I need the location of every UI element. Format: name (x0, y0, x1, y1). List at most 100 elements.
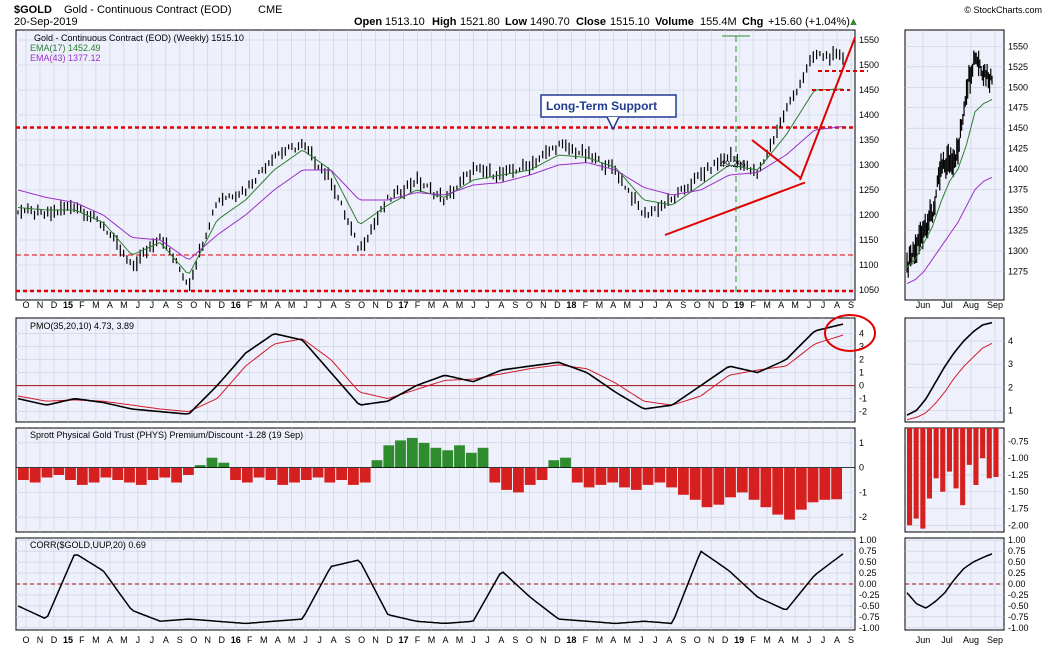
time-axis-label: M (596, 635, 604, 645)
phys-premium-bar (465, 452, 477, 468)
phys-premium-bar (501, 467, 512, 490)
time-axis-label: M (120, 300, 128, 310)
time-axis-label: S (680, 300, 686, 310)
time-axis-label: M (624, 635, 632, 645)
pmo-panel: -2 -1 0 1 2 3 4 (15, 314, 876, 423)
close-value: 1515.10 (610, 16, 650, 28)
phys-premium-bar (619, 467, 630, 488)
time-axis-label: F (247, 635, 253, 645)
time-axis-label: J (317, 635, 322, 645)
time-axis-label: O (22, 635, 29, 645)
time-axis-label: N (708, 300, 715, 310)
y-tick-label: 1 (859, 368, 864, 378)
phys-premium-bar (548, 460, 560, 468)
time-axis-label: J (485, 300, 490, 310)
chart-date: 20-Sep-2019 (14, 16, 78, 28)
y-tick-label: 1275 (1008, 266, 1028, 276)
y-tick-label: 1.00 (859, 535, 877, 545)
inset-phys-premium-bar (907, 428, 913, 526)
time-axis-label: A (610, 635, 616, 645)
y-tick-label: 2 (859, 355, 864, 365)
time-axis-label: A (331, 635, 337, 645)
inset-time-axis-label: Aug (963, 300, 979, 310)
inset-time-axis-label: Jun (916, 300, 931, 310)
phys-premium-bar (607, 467, 619, 483)
inset-time-axis-label: Aug (963, 635, 979, 645)
phys-premium-bar (725, 467, 736, 498)
time-axis-label: M (596, 300, 604, 310)
pmo-panel-title: PMO(35,20,10) 4.73, 3.89 (30, 321, 134, 331)
time-axis-label: O (694, 635, 701, 645)
time-axis-label: 17 (399, 635, 409, 645)
phys-premium-bar (642, 467, 654, 485)
time-axis-label: 19 (734, 635, 744, 645)
price-panel-title: Gold - Continuous Contract (EOD) (Weekly… (34, 33, 244, 43)
time-axis-label: M (260, 300, 268, 310)
phys-premium-bar (206, 457, 218, 468)
y-tick-label: 1250 (859, 185, 879, 195)
y-tick-label: 3 (1008, 359, 1013, 369)
phys-premium-bar (819, 467, 831, 500)
inset-time-axis-label: Sep (987, 635, 1003, 645)
y-tick-label: 1350 (859, 135, 879, 145)
time-axis-label: O (694, 300, 701, 310)
phys-premium-bar (713, 467, 725, 505)
time-axis-label: O (190, 635, 197, 645)
time-axis-label: A (834, 635, 840, 645)
time-axis-label: A (498, 300, 504, 310)
phys-premium-bar (571, 467, 583, 483)
time-axis-label: M (791, 300, 799, 310)
phys-premium-bar (324, 467, 336, 483)
y-tick-label: 1425 (1008, 144, 1028, 154)
time-axis-label: A (275, 635, 281, 645)
time-axis-label: D (386, 635, 393, 645)
time-axis-label: N (708, 635, 715, 645)
phys-premium-bar (654, 467, 666, 483)
time-axis-label: M (120, 635, 128, 645)
time-axis-label: J (485, 635, 490, 645)
y-tick-label: -2.00 (1008, 520, 1029, 530)
time-axis-label: A (442, 300, 448, 310)
phys-premium-bar (53, 467, 65, 475)
phys-premium-bar (29, 467, 41, 483)
y-tick-label: 1450 (859, 85, 879, 95)
y-tick-label: 0.00 (859, 579, 877, 589)
phys-premium-bar (513, 467, 524, 493)
phys-premium-bar (147, 467, 159, 480)
y-tick-label: 1350 (1008, 205, 1028, 215)
time-axis-label: A (163, 300, 169, 310)
time-axis-label: J (653, 300, 658, 310)
inset-phys-premium-bar (940, 428, 946, 492)
inset-time-axis-label: Jul (941, 635, 953, 645)
ema17-legend: EMA(17) 1452.49 (30, 43, 101, 53)
time-axis-label: O (190, 300, 197, 310)
inset-time-axis-label: Jul (941, 300, 953, 310)
time-axis-label: J (150, 300, 155, 310)
time-axis-label: J (303, 635, 308, 645)
phys-premium-bar (536, 467, 548, 480)
time-axis-label: A (610, 300, 616, 310)
phys-premium-bar (100, 467, 112, 478)
time-axis-label: A (778, 635, 784, 645)
high-label: High (432, 16, 457, 28)
long-term-support-label: Long-Term Support (546, 99, 657, 113)
y-tick-label: -1.25 (1008, 470, 1029, 480)
phys-premium-bar (65, 467, 76, 480)
y-tick-label: 4 (1008, 336, 1013, 346)
time-axis-label: 19 (734, 300, 744, 310)
y-tick-label: -2 (859, 407, 867, 417)
phys-premium-bar (760, 467, 772, 508)
inset-phys-premium-bar (946, 428, 952, 472)
inset-phys-premium-bar (933, 428, 939, 479)
phys-premium-bar (678, 467, 689, 495)
inset-phys-premium-bar (966, 428, 972, 465)
time-axis-label: A (275, 300, 281, 310)
time-axis-label: M (624, 300, 632, 310)
time-axis-label: A (163, 635, 169, 645)
y-tick-label: 1550 (1008, 41, 1028, 51)
rising-trendline (664, 181, 806, 236)
y-tick-label: 1300 (1008, 246, 1028, 256)
inset-phys-premium-bar (960, 428, 966, 506)
phys-premium-bar (418, 442, 430, 468)
time-axis-label: M (288, 635, 296, 645)
